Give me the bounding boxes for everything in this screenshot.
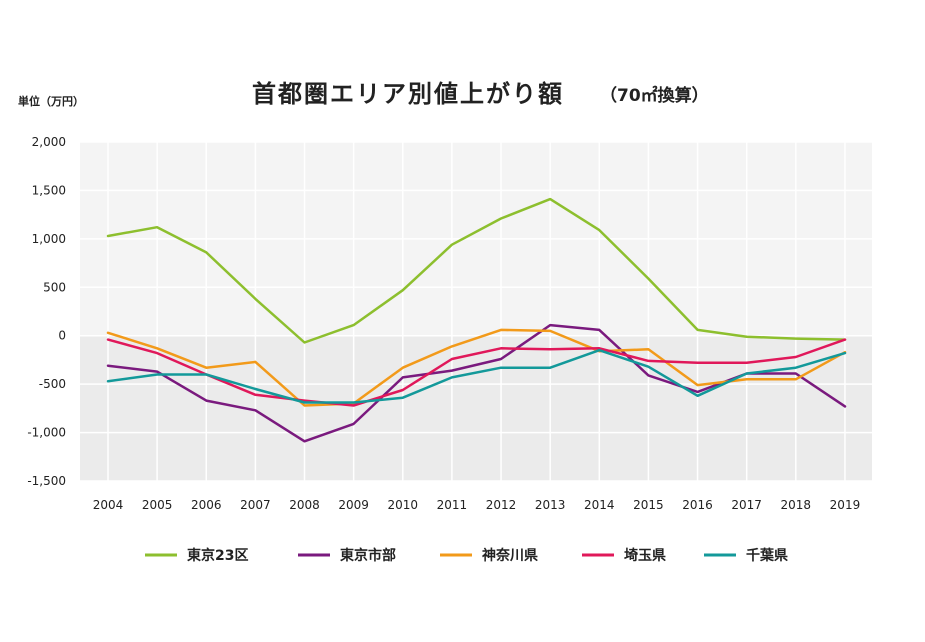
x-tick-label: 2004 (93, 498, 124, 512)
plot-background (80, 142, 872, 481)
y-tick-label: 1,500 (32, 183, 66, 197)
x-tick-label: 2007 (240, 498, 271, 512)
series-line-1 (106, 197, 847, 344)
series-line-3 (106, 328, 847, 407)
x-tick-label: 2005 (142, 498, 173, 512)
y-tick-label: -1,500 (27, 474, 66, 488)
chart-title-main: 首都圏エリア別値上がり額 (252, 80, 564, 108)
plot-area-negative (80, 335, 872, 481)
x-tick-label: 2014 (584, 498, 615, 512)
x-tick-label: 2008 (289, 498, 320, 512)
y-tick-label: 2,000 (32, 135, 66, 149)
x-tick-label: 2012 (486, 498, 517, 512)
chart-title: 首都圏エリア別値上がり額 （70㎡換算） (252, 80, 709, 108)
x-tick-label: 2011 (437, 498, 468, 512)
legend-label: 東京23区 (187, 547, 248, 564)
x-tick-label: 2006 (191, 498, 222, 512)
legend-label: 神奈川県 (482, 547, 538, 564)
series-lines (106, 197, 847, 443)
x-tick-label: 2017 (731, 498, 762, 512)
y-tick-label: 500 (43, 280, 66, 294)
x-tick-label: 2009 (338, 498, 369, 512)
series-line-5 (106, 348, 847, 404)
unit-label: 単位（万円） (18, 94, 84, 108)
y-tick-label: -500 (39, 377, 66, 391)
x-tick-label: 2013 (535, 498, 566, 512)
y-tick-label: 0 (58, 329, 66, 343)
series-line-4 (106, 338, 847, 407)
grid-lines (80, 141, 872, 482)
y-tick-label: -1,000 (27, 426, 66, 440)
legend: 東京23区 東京市部 神奈川県 埼玉県 千葉県 (145, 547, 788, 564)
legend-label: 千葉県 (746, 547, 788, 564)
x-tick-label: 2015 (633, 498, 664, 512)
y-tick-label: 1,000 (32, 232, 66, 246)
y-axis: 2,000 1,500 1,000 500 0 -500 -1,000 -1,500 (27, 135, 66, 488)
x-tick-label: 2016 (682, 498, 713, 512)
x-axis: 2004 2005 2006 2007 2008 2009 2010 2011 2012 2013… (93, 498, 860, 512)
x-tick-label: 2010 (388, 498, 419, 512)
x-tick-label: 2019 (830, 498, 861, 512)
x-tick-label: 2018 (781, 498, 812, 512)
chart-title-sub: （70㎡換算） (600, 85, 709, 106)
legend-label: 埼玉県 (624, 547, 666, 564)
legend-label: 東京市部 (340, 547, 396, 564)
